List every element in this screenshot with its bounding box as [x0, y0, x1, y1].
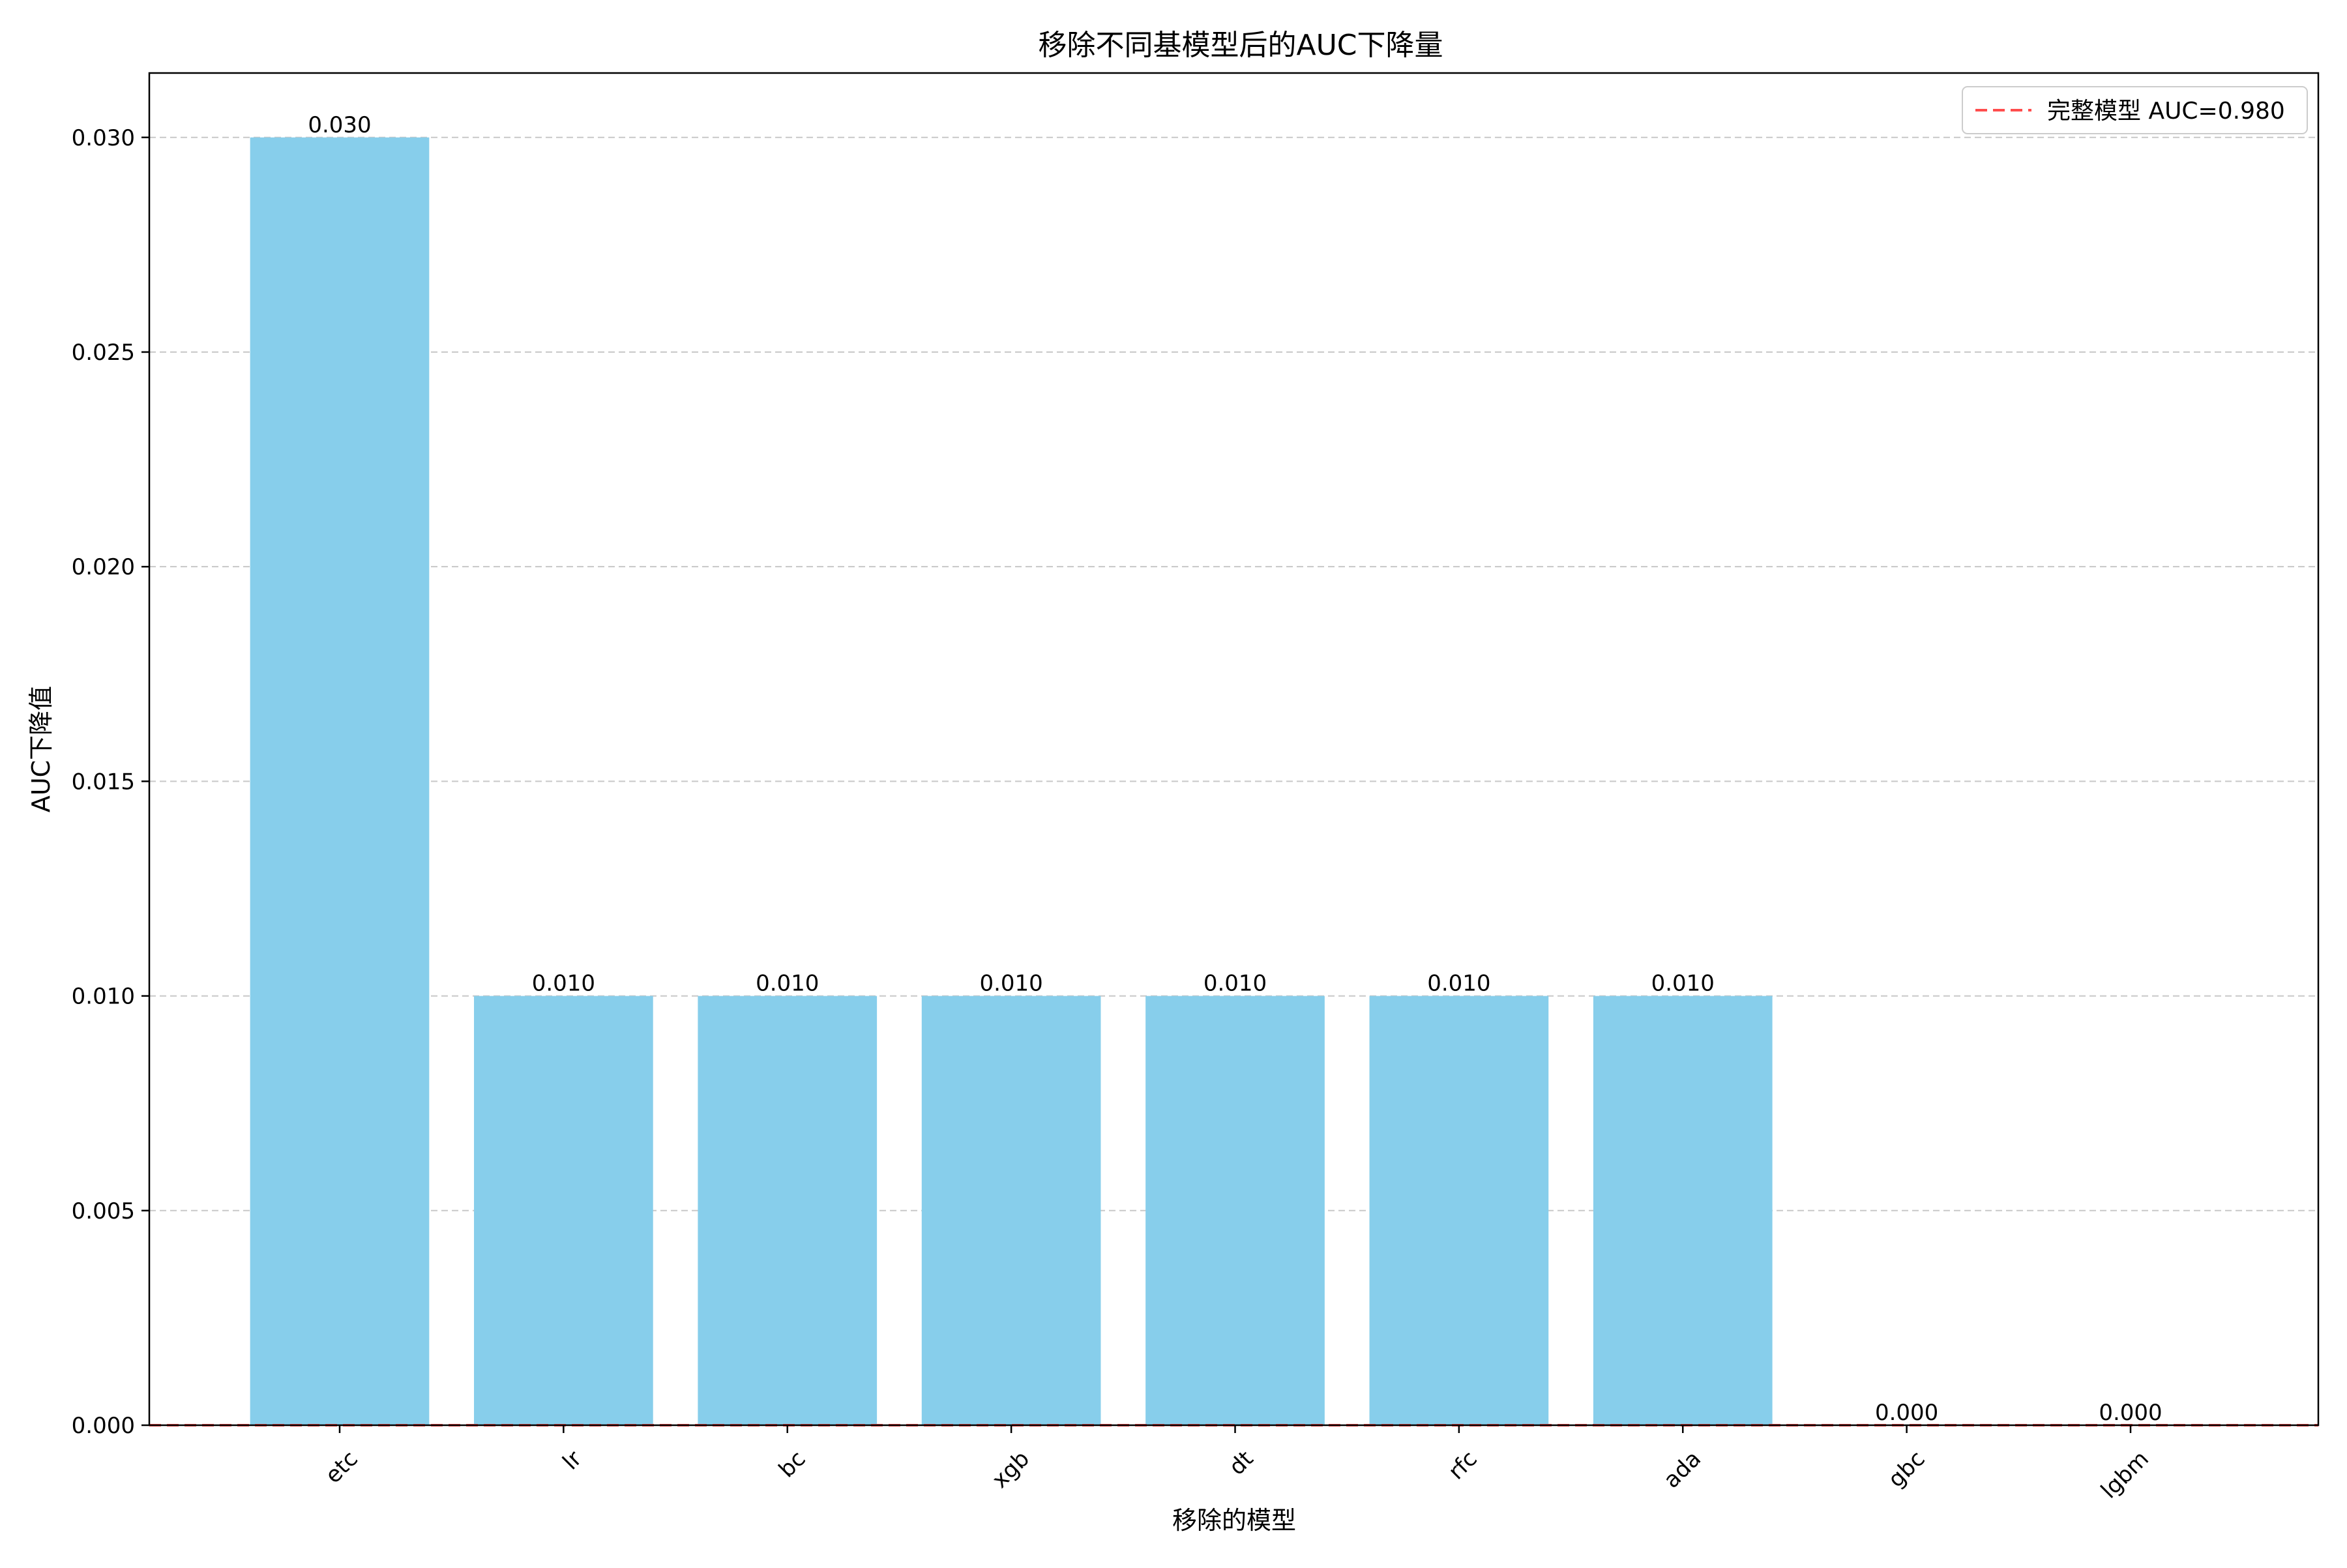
chart-title: 移除不同基模型后的AUC下降量: [1038, 29, 1443, 62]
bar-bc: [698, 996, 877, 1425]
bar-rfc: [1370, 996, 1549, 1425]
y-tick-label: 0.005: [72, 1198, 135, 1224]
data-label-lgbm: 0.000: [2099, 1400, 2162, 1426]
legend: 完整模型 AUC=0.980: [1962, 87, 2307, 134]
data-label-xgb: 0.010: [979, 971, 1042, 997]
bar-ada: [1593, 996, 1773, 1425]
bar-lr: [474, 996, 653, 1425]
bar-xgb: [922, 996, 1101, 1425]
legend-label: 完整模型 AUC=0.980: [2047, 98, 2285, 125]
x-axis-title: 移除的模型: [1172, 1506, 1296, 1535]
y-tick-label: 0.020: [72, 554, 135, 580]
y-tick-label: 0.025: [72, 340, 135, 366]
data-label-gbc: 0.000: [1875, 1400, 1938, 1426]
bar-dt: [1145, 996, 1325, 1425]
y-tick-label: 0.010: [72, 984, 135, 1010]
bar-etc: [250, 138, 430, 1425]
data-label-bc: 0.010: [756, 971, 819, 997]
data-label-etc: 0.030: [308, 112, 371, 138]
data-label-lr: 0.010: [532, 971, 595, 997]
y-axis-title: AUC下降值: [27, 686, 55, 812]
data-label-ada: 0.010: [1651, 971, 1715, 997]
y-tick-label: 0.000: [72, 1413, 135, 1439]
y-tick-label: 0.030: [72, 125, 135, 151]
data-label-rfc: 0.010: [1427, 971, 1490, 997]
y-tick-label: 0.015: [72, 769, 135, 795]
data-label-dt: 0.010: [1203, 971, 1267, 997]
